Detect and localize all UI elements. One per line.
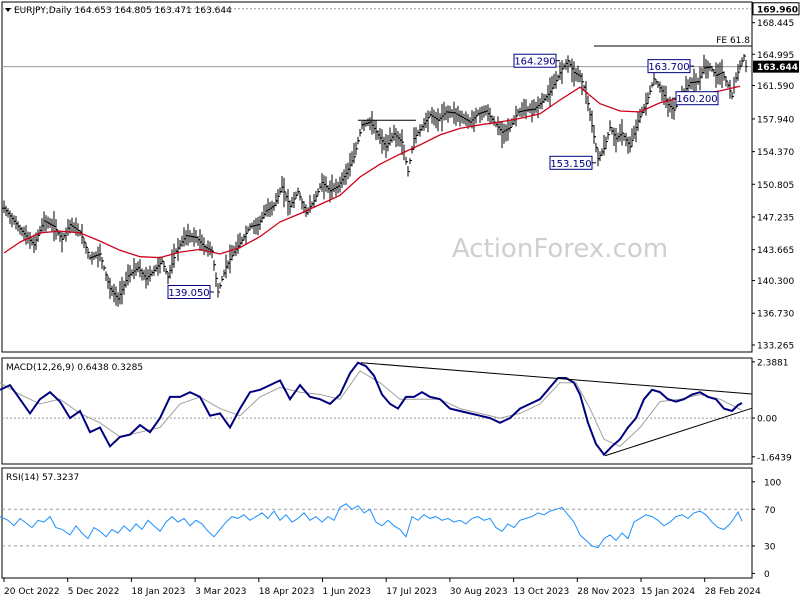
x-tick-label: 17 Jul 2023 [386, 587, 437, 597]
macd-y-tick-label: 2.3881 [757, 358, 789, 368]
annotation-box [675, 91, 719, 106]
x-tick-label: 18 Apr 2023 [259, 587, 315, 597]
annotation-label: 163.700 [648, 62, 689, 73]
x-tick-label: 28 Feb 2024 [705, 587, 761, 597]
price-y-tick-label: 140.300 [757, 277, 794, 287]
price-y-tick-label: 164.995 [757, 51, 794, 61]
annotation-box [513, 53, 557, 68]
price-y-tick-label: 147.235 [757, 213, 794, 223]
annotation-label: 164.290 [514, 57, 555, 68]
macd-line [0, 361, 743, 457]
axis-layer: 169.960 168.445 164.995 161.590 157.940 154.3… [3, 5, 799, 597]
high-level-tag-label: 169.960 [757, 5, 798, 15]
x-tick-label: 15 Jan 2024 [641, 587, 695, 597]
x-tick-label: 18 Jan 2023 [131, 587, 185, 597]
rsi-line [0, 503, 743, 549]
macd-y-tick-label: 0.00 [757, 415, 777, 425]
macd-title: MACD(12,26,9) 0.6438 0.3285 [6, 363, 143, 373]
rsi-panel [0, 503, 743, 549]
price-y-tick-label: 150.805 [757, 181, 794, 191]
x-tick-label: 20 Oct 2022 [4, 587, 60, 597]
price-y-tick-label: 154.370 [757, 148, 794, 158]
moving-average-line [3, 85, 741, 259]
watermark-layer: ActionForex.com [452, 234, 668, 264]
macd-resistance-trendline [360, 362, 753, 395]
x-tick-label: 5 Dec 2022 [68, 587, 120, 597]
current-price-tag [753, 60, 799, 73]
annotation-label: 139.050 [168, 288, 209, 299]
rsi-y-tick-label: 30 [764, 542, 776, 552]
panel-frames [1, 1, 753, 579]
x-tick-label: 28 Nov 2023 [577, 587, 635, 597]
price-panel: 164.290 139.050 153.150 163.700 160.200 [2, 53, 748, 307]
x-tick-label: 13 Oct 2023 [514, 587, 570, 597]
macd-y-tick-label: -1.6439 [757, 453, 792, 463]
annotation-box [647, 59, 691, 74]
x-tick-label: 1 Jun 2023 [323, 587, 371, 597]
rsi-y-tick-label: 0 [764, 570, 770, 580]
price-y-tick-label: 168.445 [757, 19, 794, 29]
macd-panel [0, 361, 753, 457]
dropdown-icon [5, 8, 11, 12]
price-y-tick-label: 157.940 [757, 115, 794, 125]
price-panel-frame [1, 1, 753, 353]
price-y-tick-label: 143.665 [757, 246, 794, 256]
fe-level-label: FE 61.8 [716, 36, 750, 46]
rsi-y-tick-label: 70 [764, 506, 776, 516]
price-y-tick-label: 136.730 [757, 310, 794, 320]
reference-lines: FE 61.8 [2, 8, 752, 547]
rsi-y-tick-label: 100 [764, 478, 781, 488]
current-price-tag-label: 163.644 [757, 63, 798, 73]
annotation-box [167, 284, 211, 299]
rsi-title: RSI(14) 57.3237 [6, 473, 79, 483]
high-level-tag [752, 2, 800, 16]
price-y-tick-label: 133.265 [757, 341, 794, 351]
watermark-text: ActionForex.com [452, 234, 668, 264]
annotation-box [549, 155, 593, 170]
x-tick-label: 3 Mar 2023 [195, 587, 246, 597]
label-layer: EURJPY,Daily 164.653 164.805 163.471 163… [5, 2, 800, 483]
price-y-tick-label: 161.590 [757, 82, 794, 92]
macd-panel-frame [1, 357, 753, 465]
annotation-label: 153.150 [550, 159, 591, 170]
rsi-panel-frame [1, 467, 753, 579]
symbol-header: EURJPY,Daily 164.653 164.805 163.471 163… [14, 6, 232, 16]
annotation-label: 160.200 [676, 94, 717, 105]
macd-support-trendline [604, 407, 753, 457]
x-tick-label: 30 Aug 2023 [450, 587, 508, 597]
